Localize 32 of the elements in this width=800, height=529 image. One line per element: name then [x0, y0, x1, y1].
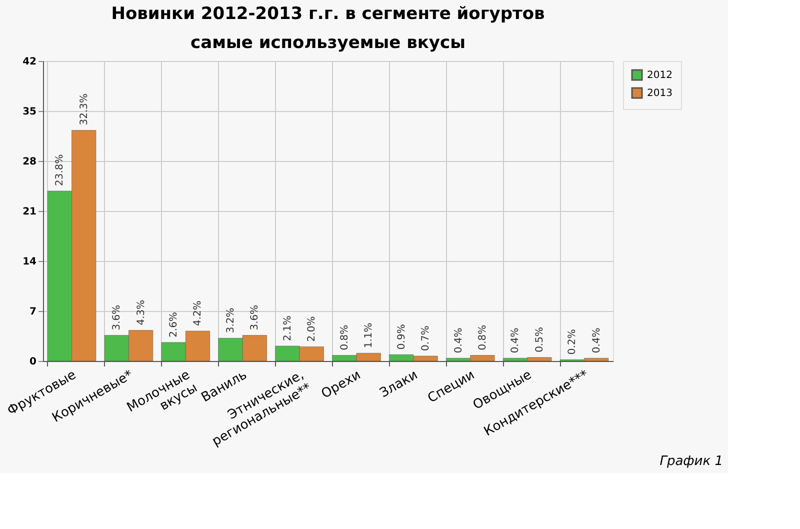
- data-label: 2.0%: [306, 316, 318, 342]
- data-label: 0.4%: [591, 328, 602, 354]
- data-label: 0.5%: [534, 327, 546, 352]
- data-label: 0.2%: [567, 329, 578, 355]
- y-tick-label: 35: [22, 106, 37, 118]
- data-label: 2.6%: [168, 312, 180, 338]
- y-tick-label: 28: [22, 156, 37, 168]
- y-tick-label: 42: [22, 56, 37, 68]
- data-label: 0.8%: [477, 324, 488, 350]
- data-label: 3.6%: [112, 304, 123, 330]
- text: График 1: [660, 454, 723, 469]
- data-label: 0.9%: [396, 324, 408, 350]
- legend-label: 2012: [647, 70, 672, 81]
- data-label: 1.1%: [364, 322, 375, 348]
- data-label: 3.2%: [225, 308, 236, 334]
- data-label: 0.7%: [420, 326, 432, 351]
- y-tick-label: 7: [30, 306, 37, 318]
- y-tick-label: 0: [30, 356, 37, 368]
- data-label: 32.3%: [78, 94, 90, 126]
- legend-label: 2013: [647, 88, 672, 99]
- data-label: 4.2%: [192, 300, 204, 326]
- y-tick-label: 21: [22, 206, 37, 218]
- data-label: 3.6%: [250, 304, 261, 330]
- chart-subtitle: самые используемые вкусы: [190, 33, 466, 53]
- y-tick-label: 14: [22, 256, 37, 268]
- chart-title: Новинки 2012-2013 г.г. в сегменте йогуртов: [111, 4, 546, 24]
- data-label: 0.4%: [453, 328, 464, 354]
- data-label: 23.8%: [54, 154, 66, 186]
- data-label: 0.8%: [339, 324, 350, 350]
- data-label: 2.1%: [282, 316, 294, 341]
- data-label: 0.4%: [510, 328, 522, 354]
- data-label: 4.3%: [136, 300, 147, 326]
